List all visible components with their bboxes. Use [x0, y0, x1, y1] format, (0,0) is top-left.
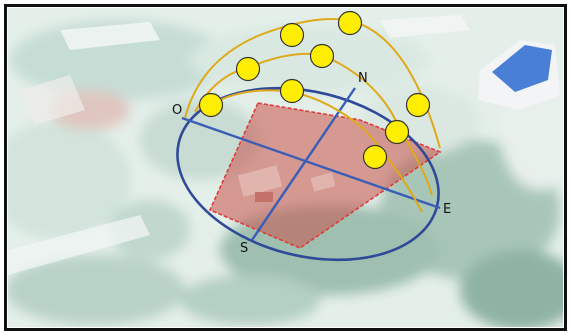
building-left: [20, 75, 85, 125]
structure-top: [380, 15, 470, 38]
sun-icon: [384, 119, 410, 145]
sun-icon: [337, 10, 363, 36]
sun-path-winter: [204, 89, 423, 213]
sun-icon: [279, 22, 305, 48]
west-label: O: [172, 103, 182, 118]
sun-markers: [198, 10, 431, 170]
east-label: E: [443, 202, 451, 217]
road-left: [8, 215, 150, 275]
north-south-axis: [251, 87, 356, 241]
sun-icon: [405, 92, 431, 118]
south-label: S: [240, 241, 248, 256]
east-west-axis: [181, 116, 441, 210]
blue-rooftop: [492, 45, 552, 92]
sun-icon: [198, 92, 224, 118]
sun-path-summer: [184, 17, 441, 149]
sun-icon: [309, 43, 335, 69]
sun-icon: [279, 78, 305, 104]
road-top: [60, 22, 160, 50]
parcel-buildings: [237, 165, 336, 202]
north-label: N: [358, 71, 368, 86]
sun-icon: [235, 56, 261, 82]
sun-icon: [362, 144, 388, 170]
